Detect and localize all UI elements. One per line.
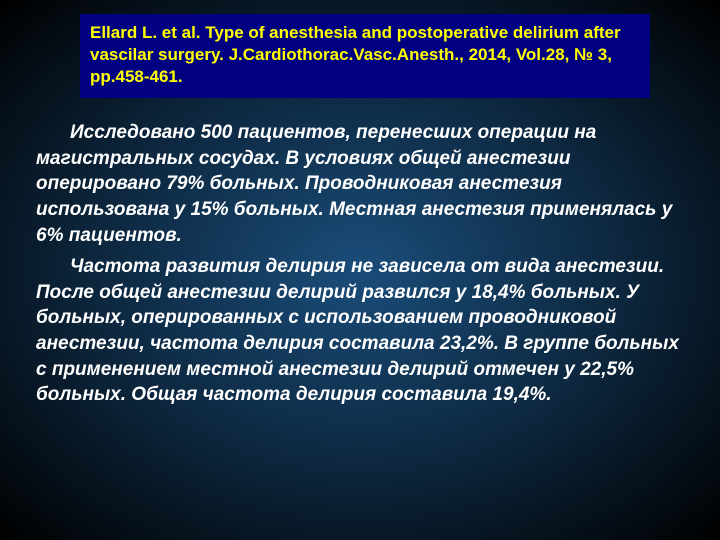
citation-box: Ellard L. et al. Type of anesthesia and … [80,14,650,98]
body-paragraph-2: Частота развития делирия не зависела от … [36,254,684,408]
body-paragraph-1: Исследовано 500 пациентов, перенесших оп… [36,120,684,248]
body-text: Исследовано 500 пациентов, перенесших оп… [36,120,684,414]
citation-text: Ellard L. et al. Type of anesthesia and … [90,22,640,88]
